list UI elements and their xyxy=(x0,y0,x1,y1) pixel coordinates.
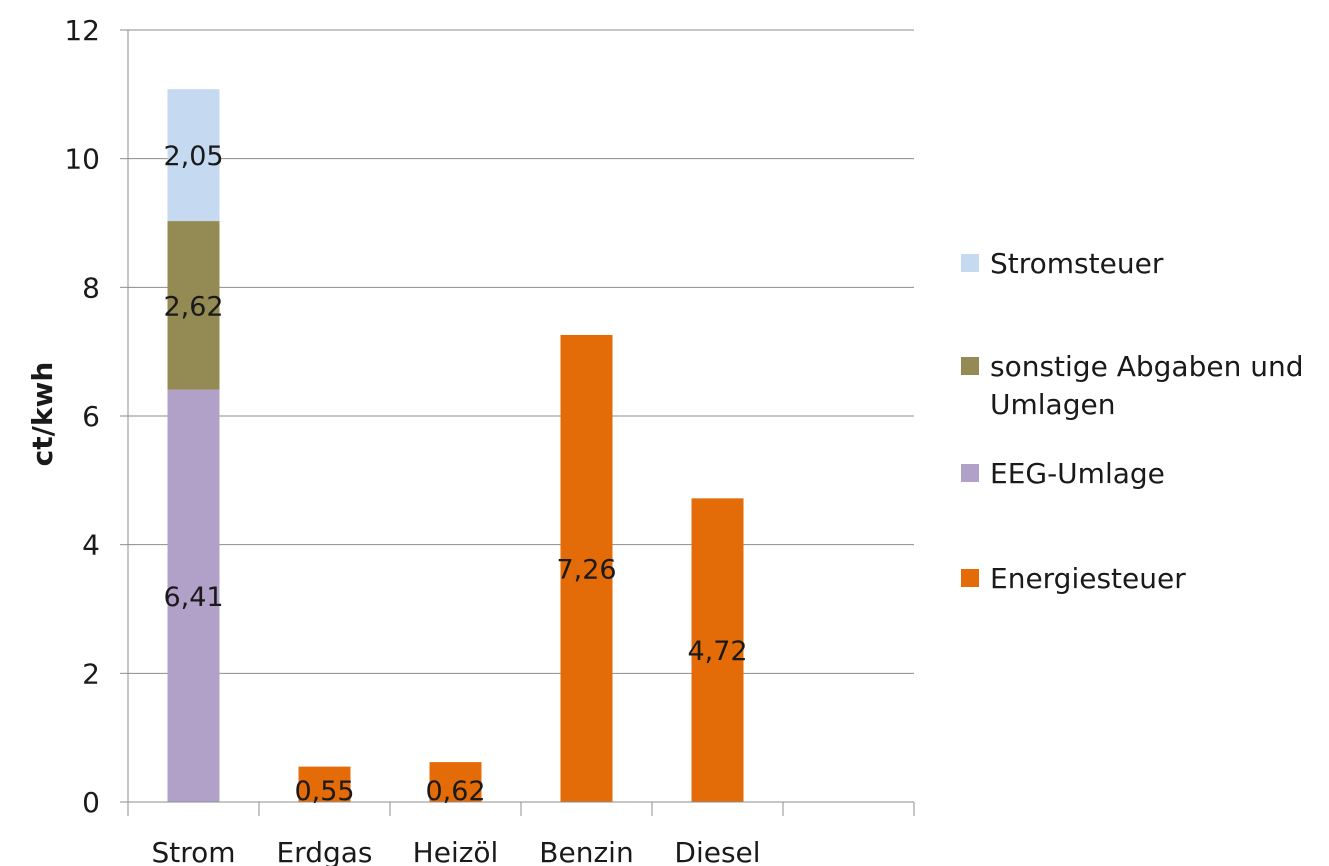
gridlines xyxy=(120,29,914,803)
bar-segment xyxy=(167,89,220,222)
data-label: 4,72 xyxy=(687,636,747,667)
x-tick-label: Erdgas xyxy=(276,836,372,866)
x-tick-label: Benzin xyxy=(539,836,633,866)
y-tick-label: 4 xyxy=(82,529,100,562)
legend-label: Stromsteuer xyxy=(990,247,1164,280)
y-tick-label: 12 xyxy=(64,14,100,47)
bar-segment xyxy=(560,334,613,802)
legend-swatch xyxy=(961,254,979,272)
y-tick-label: 6 xyxy=(82,400,100,433)
data-label: 7,26 xyxy=(556,554,616,585)
bar-segment xyxy=(167,389,220,802)
data-label: 0,55 xyxy=(294,776,354,807)
y-tick-label: 8 xyxy=(82,271,100,304)
legend-label: EEG-Umlage xyxy=(990,457,1165,490)
legend: Stromsteuer sonstige Abgaben und Umlagen EE… xyxy=(961,247,1303,595)
y-tick-label: 0 xyxy=(82,786,100,819)
data-label: 6,41 xyxy=(163,582,223,613)
data-label: 2,62 xyxy=(163,291,223,322)
data-labels: 0,55 0,62 7,26 4,72 6,41 2,62 2,05 xyxy=(163,141,747,807)
x-tick-label: Strom xyxy=(151,836,235,866)
y-axis-label: ct/kwh xyxy=(26,362,59,467)
bar-segment xyxy=(298,766,351,802)
legend-label: Umlagen xyxy=(990,388,1115,421)
bar-segment xyxy=(167,221,220,390)
legend-swatch xyxy=(961,569,979,587)
x-tick-label: Heizöl xyxy=(413,836,499,866)
y-axis-tick-labels: 0 2 4 6 8 10 12 xyxy=(64,14,100,819)
bar-segment xyxy=(691,498,744,802)
x-axis-tick-labels: Strom Erdgas Heizöl Benzin Diesel xyxy=(151,836,760,866)
bar-segment xyxy=(429,762,482,802)
legend-swatch xyxy=(961,464,979,482)
legend-label: sonstige Abgaben und xyxy=(990,350,1303,383)
axes xyxy=(127,30,915,816)
bars xyxy=(167,89,744,802)
y-tick-label: 10 xyxy=(64,143,100,176)
data-label: 2,05 xyxy=(163,141,223,172)
x-tick-label: Diesel xyxy=(674,836,760,866)
data-label: 0,62 xyxy=(425,776,485,807)
legend-label: Energiesteuer xyxy=(990,562,1186,595)
y-tick-label: 2 xyxy=(82,657,100,690)
legend-swatch xyxy=(961,357,979,375)
